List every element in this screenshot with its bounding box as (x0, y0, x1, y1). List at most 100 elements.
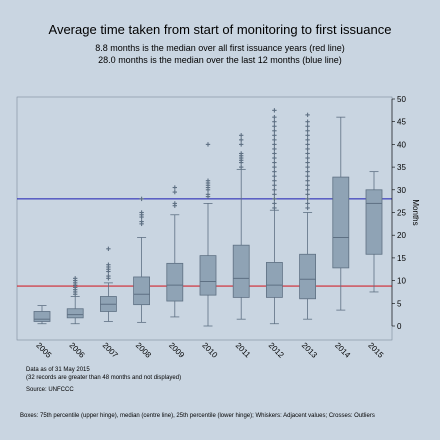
outlier-2013-5 (305, 183, 310, 188)
y-axis-label: Months (411, 199, 420, 225)
outlier-2008-4 (139, 210, 144, 215)
x-tick-label-2006: 2006 (67, 341, 86, 360)
outlier-2012-7 (272, 173, 277, 179)
note-data-date: Data as of 31 May 2015 (26, 367, 90, 373)
outlier-2013-10 (305, 160, 310, 165)
box-2010 (199, 142, 217, 327)
subtitle-line-2: 28.0 months is the median over the last … (98, 55, 342, 65)
outlier-2007-6 (106, 246, 111, 252)
outlier-2012-17 (272, 128, 277, 133)
outlier-2013-13 (305, 146, 310, 152)
outlier-2012-16 (272, 133, 277, 138)
outlier-2009-2 (172, 189, 177, 195)
note-excluded-records: (32 records are greater than 48 months a… (26, 375, 182, 381)
box-body-2015 (365, 189, 383, 255)
box-body-2011 (232, 244, 250, 298)
note-source: Source: UNFCCC (26, 387, 74, 393)
outlier-2013-20 (305, 112, 310, 118)
box-body-2012 (265, 262, 283, 298)
outlier-2008-5 (139, 196, 144, 202)
box-2014 (332, 116, 350, 311)
outlier-2012-13 (272, 146, 277, 152)
x-tick-label-2015: 2015 (366, 341, 385, 360)
x-tick-label-2010: 2010 (200, 341, 219, 360)
box-2015 (365, 171, 383, 293)
box-body-2009 (166, 262, 184, 302)
outlier-2013-11 (305, 155, 310, 161)
outlier-2013-18 (305, 124, 310, 129)
outlier-2013-14 (305, 142, 310, 147)
outlier-2011-0 (239, 164, 244, 170)
box-body-2006 (66, 308, 84, 319)
box-body-2005 (33, 311, 51, 322)
outlier-2012-21 (272, 108, 277, 113)
outlier-2013-16 (305, 133, 310, 138)
box-2011 (232, 133, 250, 320)
x-tick-label-2008: 2008 (134, 341, 153, 360)
outlier-2012-14 (272, 142, 277, 147)
outlier-2013-12 (305, 151, 310, 156)
outlier-2012-4 (272, 187, 277, 192)
x-tick-label-2013: 2013 (300, 341, 319, 360)
outlier-2011-7 (239, 137, 244, 143)
outlier-2012-15 (272, 137, 277, 143)
y-tick-label-35: 35 (397, 163, 406, 172)
outlier-2009-3 (172, 185, 177, 190)
box-2012 (265, 108, 283, 325)
outlier-2006-7 (73, 276, 78, 281)
outlier-2012-19 (272, 119, 277, 124)
outlier-2010-1 (205, 192, 211, 197)
outlier-2013-8 (305, 169, 310, 174)
outlier-2012-11 (272, 155, 277, 161)
outlier-2012-0 (272, 205, 277, 211)
outlier-2013-1 (305, 201, 310, 206)
box-2006 (66, 276, 84, 325)
x-tick-label-2011: 2011 (234, 341, 253, 360)
outlier-2012-10 (272, 160, 277, 165)
x-tick-label-2012: 2012 (267, 341, 286, 360)
outlier-2013-15 (305, 137, 310, 143)
y-tick-label-30: 30 (397, 186, 406, 195)
outlier-2012-20 (272, 114, 277, 120)
box-body-2010 (199, 255, 217, 296)
box-body-2013 (299, 253, 317, 300)
y-tick-label-15: 15 (397, 254, 406, 263)
outlier-2012-3 (272, 192, 277, 197)
outlier-2012-18 (272, 124, 277, 129)
chart-title: Average time taken from start of monitor… (48, 22, 392, 37)
box-2007 (100, 246, 117, 322)
box-2008 (133, 196, 151, 323)
outlier-2012-8 (272, 169, 277, 174)
plot-area (16, 96, 393, 341)
outlier-2013-9 (305, 164, 310, 170)
outlier-2011-6 (239, 142, 244, 147)
outlier-2011-5 (239, 151, 244, 156)
outlier-2008-1 (139, 219, 144, 224)
y-axis: 0 5 10 15 20 25 30 35 40 45 50 Months (391, 95, 420, 331)
box-2013 (299, 112, 317, 320)
outlier-2012-12 (272, 151, 277, 156)
x-tick-label-2014: 2014 (333, 341, 352, 360)
y-tick-label-0: 0 (397, 322, 402, 331)
outlier-2010-7 (205, 142, 211, 147)
y-tick-label-50: 50 (397, 95, 406, 104)
outlier-2012-1 (272, 201, 277, 206)
box-body-2014 (332, 176, 350, 269)
outlier-2013-0 (305, 205, 310, 211)
outlier-2007-1 (106, 273, 111, 279)
outlier-2013-4 (305, 187, 310, 192)
outlier-2012-2 (272, 196, 277, 202)
box-2009 (166, 185, 184, 318)
outlier-2012-5 (272, 183, 277, 188)
y-tick-label-25: 25 (397, 209, 406, 218)
box-2005 (33, 305, 51, 325)
outlier-2013-17 (305, 128, 310, 133)
outlier-2009-1 (172, 201, 177, 206)
outlier-2011-8 (239, 133, 244, 138)
y-tick-label-45: 45 (397, 118, 406, 127)
outlier-2012-6 (272, 178, 277, 183)
x-tick-label-2007: 2007 (101, 341, 120, 360)
box-body-2008 (133, 276, 151, 306)
x-tick-label-2009: 2009 (167, 341, 186, 360)
